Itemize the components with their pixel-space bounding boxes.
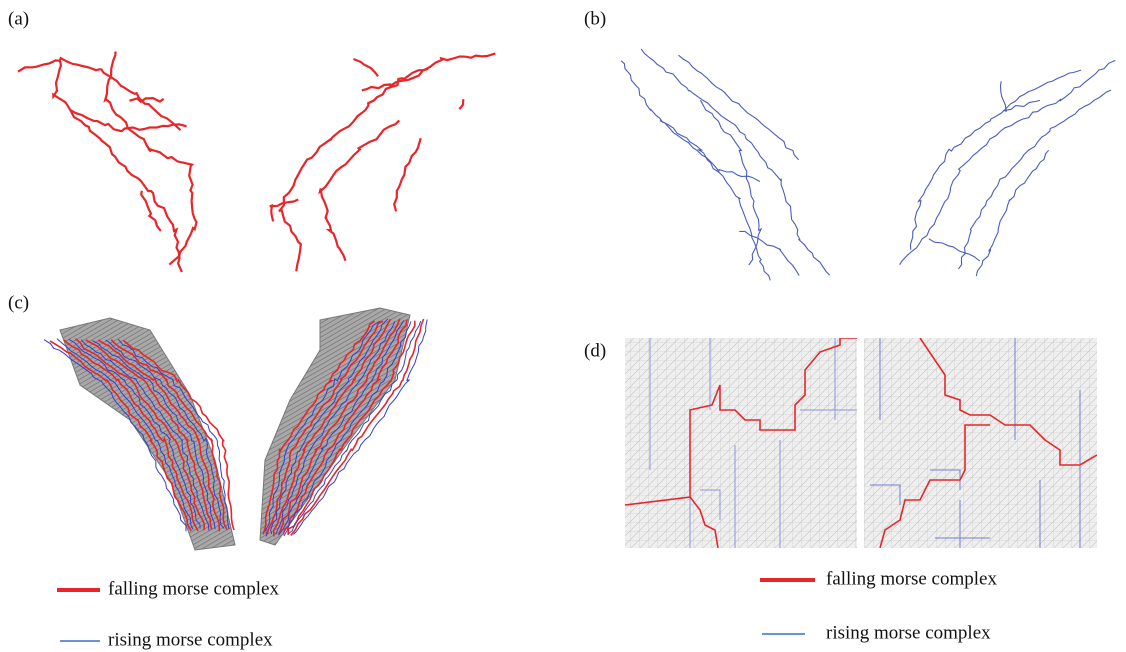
curve <box>53 61 182 272</box>
panel-label: (d) <box>584 340 606 361</box>
curve <box>701 100 762 265</box>
curve <box>679 55 799 160</box>
legend-label: falling morse complex <box>108 578 279 599</box>
panel-b <box>621 49 1115 280</box>
curve <box>18 58 181 130</box>
curve <box>279 53 495 271</box>
curve <box>959 90 1111 269</box>
grid-right <box>864 338 1097 548</box>
curve <box>976 150 1048 276</box>
legend-c: falling morse complex rising morse compl… <box>57 578 279 650</box>
curve <box>929 239 980 261</box>
legend-label: rising morse complex <box>826 622 991 643</box>
grid-left <box>625 338 857 548</box>
legend-d: falling morse complex rising morse compl… <box>760 568 997 643</box>
curve <box>910 70 1081 250</box>
curve <box>362 69 428 90</box>
legend-label: rising morse complex <box>108 629 273 650</box>
curve <box>129 98 163 102</box>
curve <box>900 60 1116 264</box>
panel-label: (a) <box>8 8 29 29</box>
panel-a <box>18 52 495 273</box>
legend-label: falling morse complex <box>826 568 997 589</box>
curve <box>739 231 799 275</box>
figure: (a) (b) (c) (d) falling morse complex ri… <box>0 0 1126 652</box>
panel-label: (c) <box>8 292 29 313</box>
panel-d <box>625 338 1097 548</box>
page: {"panels": [ {"label": "(a)"}, {"label":… <box>0 0 1126 652</box>
panel-label: (b) <box>584 8 606 29</box>
curve <box>394 138 421 211</box>
curve <box>641 49 829 275</box>
curve <box>621 61 770 281</box>
curve <box>459 99 463 109</box>
panel-c <box>44 308 427 550</box>
curve <box>320 120 399 260</box>
curve <box>353 59 378 76</box>
curve <box>141 191 161 231</box>
